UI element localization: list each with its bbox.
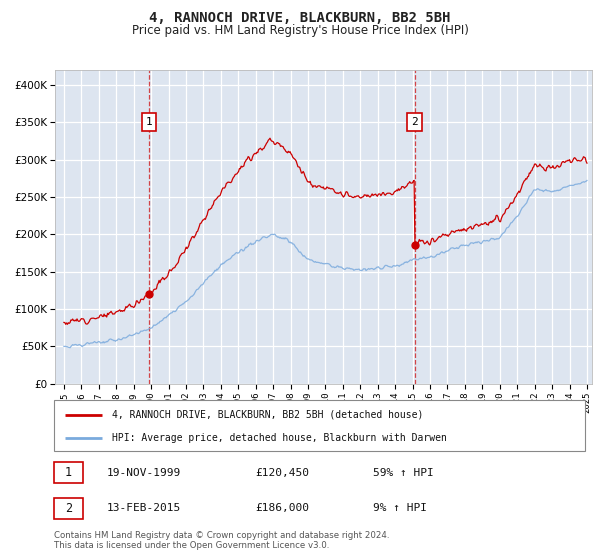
Text: 2: 2 [412, 117, 418, 127]
Text: 9% ↑ HPI: 9% ↑ HPI [373, 503, 427, 514]
Text: HPI: Average price, detached house, Blackburn with Darwen: HPI: Average price, detached house, Blac… [112, 433, 447, 443]
Text: 2: 2 [65, 502, 72, 515]
Text: 4, RANNOCH DRIVE, BLACKBURN, BB2 5BH (detached house): 4, RANNOCH DRIVE, BLACKBURN, BB2 5BH (de… [112, 409, 424, 419]
Text: 59% ↑ HPI: 59% ↑ HPI [373, 468, 433, 478]
Text: 19-NOV-1999: 19-NOV-1999 [107, 468, 181, 478]
Text: 1: 1 [146, 117, 152, 127]
Bar [54, 498, 83, 519]
Text: 13-FEB-2015: 13-FEB-2015 [107, 503, 181, 514]
Text: 1: 1 [65, 466, 72, 479]
Text: £120,450: £120,450 [256, 468, 310, 478]
Text: Contains HM Land Registry data © Crown copyright and database right 2024.
This d: Contains HM Land Registry data © Crown c… [54, 531, 389, 550]
Text: Price paid vs. HM Land Registry's House Price Index (HPI): Price paid vs. HM Land Registry's House … [131, 24, 469, 36]
Text: £186,000: £186,000 [256, 503, 310, 514]
Text: 4, RANNOCH DRIVE, BLACKBURN, BB2 5BH: 4, RANNOCH DRIVE, BLACKBURN, BB2 5BH [149, 11, 451, 25]
Bar [54, 462, 83, 483]
